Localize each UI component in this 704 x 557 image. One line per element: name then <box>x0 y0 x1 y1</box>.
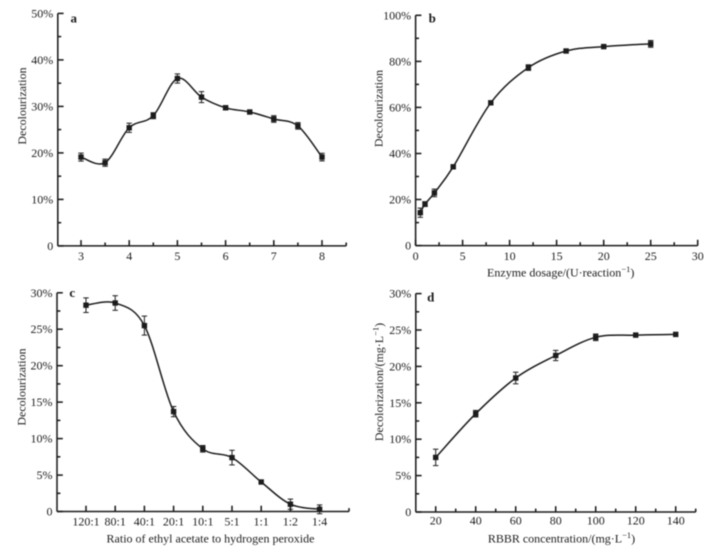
svg-text:30%: 30% <box>31 286 53 300</box>
svg-text:25%: 25% <box>31 322 53 336</box>
svg-text:4: 4 <box>126 249 132 263</box>
svg-text:25%: 25% <box>389 323 411 337</box>
svg-text:8: 8 <box>319 249 325 263</box>
svg-text:Decolourization: Decolourization <box>15 67 29 144</box>
svg-text:0: 0 <box>405 239 411 253</box>
svg-text:1:2: 1:2 <box>283 515 298 529</box>
svg-text:6: 6 <box>223 249 229 263</box>
svg-text:80: 80 <box>550 514 562 528</box>
svg-text:30%: 30% <box>389 287 411 301</box>
svg-text:15%: 15% <box>31 395 53 409</box>
svg-text:0: 0 <box>413 249 419 263</box>
svg-text:d: d <box>427 289 435 304</box>
svg-text:1:1: 1:1 <box>254 515 269 529</box>
svg-text:120: 120 <box>627 514 645 528</box>
svg-text:25: 25 <box>645 249 657 263</box>
svg-text:RBBR concentration/(mg·L−1): RBBR concentration/(mg·L−1) <box>488 530 635 546</box>
svg-text:100%: 100% <box>383 8 411 22</box>
svg-text:60: 60 <box>510 514 522 528</box>
svg-text:80%: 80% <box>389 54 411 68</box>
svg-text:40%: 40% <box>389 147 411 161</box>
svg-text:0: 0 <box>405 505 411 519</box>
svg-text:140: 140 <box>667 514 685 528</box>
svg-text:20:1: 20:1 <box>163 515 184 529</box>
svg-text:40%: 40% <box>31 53 53 67</box>
svg-text:5: 5 <box>174 249 180 263</box>
svg-text:0: 0 <box>47 505 53 519</box>
svg-text:a: a <box>70 10 77 25</box>
svg-text:3: 3 <box>78 249 84 263</box>
svg-text:0: 0 <box>47 239 53 253</box>
svg-text:20%: 20% <box>31 146 53 160</box>
svg-text:b: b <box>429 10 436 25</box>
svg-text:10: 10 <box>504 249 516 263</box>
svg-text:80:1: 80:1 <box>105 515 126 529</box>
svg-text:Enzyme dosage/(U·reaction−1): Enzyme dosage/(U·reaction−1) <box>487 264 634 280</box>
svg-text:5: 5 <box>460 249 466 263</box>
svg-text:30: 30 <box>692 249 704 263</box>
svg-text:Ratio of ethyl acetate to hydr: Ratio of ethyl acetate to hydrogen perox… <box>107 532 315 546</box>
svg-text:15: 15 <box>551 249 563 263</box>
svg-text:20: 20 <box>430 514 442 528</box>
svg-text:60%: 60% <box>389 100 411 114</box>
svg-text:100: 100 <box>587 514 605 528</box>
svg-text:40:1: 40:1 <box>134 515 155 529</box>
svg-text:c: c <box>69 285 75 300</box>
svg-text:15%: 15% <box>389 396 411 410</box>
svg-text:10:1: 10:1 <box>192 515 213 529</box>
svg-text:50%: 50% <box>31 6 53 20</box>
svg-text:5:1: 5:1 <box>224 515 239 529</box>
svg-text:Decolourization: Decolourization <box>15 348 29 425</box>
svg-text:20%: 20% <box>389 359 411 373</box>
svg-text:Decolourization: Decolourization <box>372 70 386 147</box>
svg-text:40: 40 <box>470 514 482 528</box>
svg-text:Decolorization/(mg·L−1): Decolorization/(mg·L−1) <box>371 323 387 441</box>
svg-text:30%: 30% <box>31 99 53 113</box>
svg-text:120:1: 120:1 <box>72 515 99 529</box>
svg-text:20%: 20% <box>389 193 411 207</box>
svg-text:10%: 10% <box>31 192 53 206</box>
svg-text:10%: 10% <box>31 432 53 446</box>
svg-text:20: 20 <box>598 249 610 263</box>
svg-text:10%: 10% <box>389 432 411 446</box>
svg-text:20%: 20% <box>31 359 53 373</box>
svg-text:5%: 5% <box>37 468 53 482</box>
svg-text:5%: 5% <box>395 469 411 483</box>
svg-text:1:4: 1:4 <box>312 515 327 529</box>
svg-text:7: 7 <box>271 249 277 263</box>
